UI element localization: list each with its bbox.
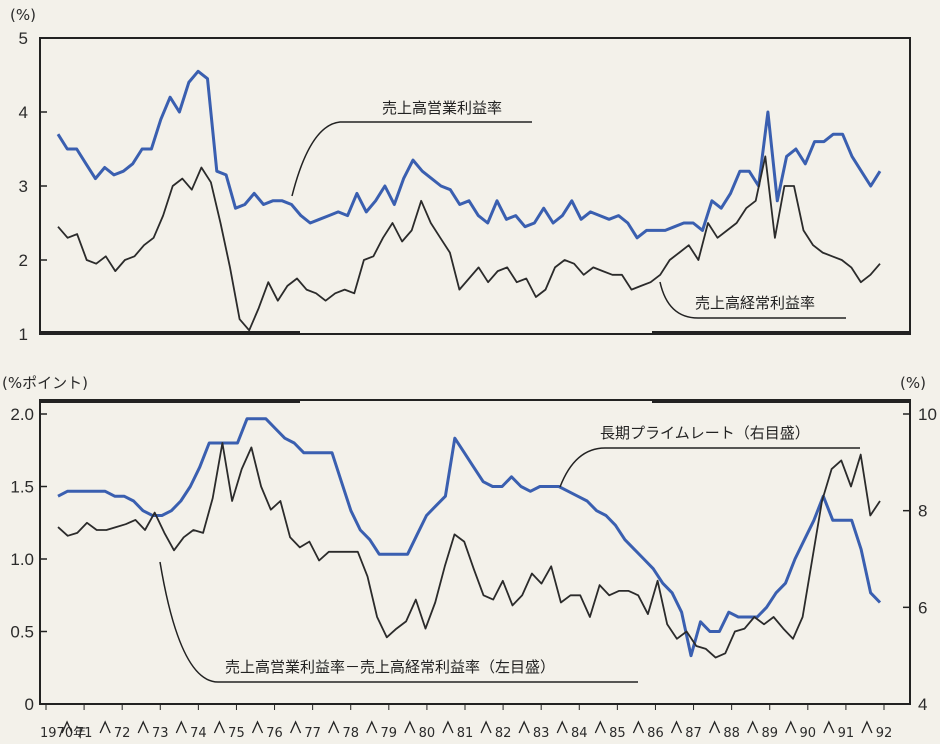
x-tick-label: 79 bbox=[381, 726, 398, 741]
top-y-tick-label: 5 bbox=[19, 29, 28, 48]
x-tick-caret bbox=[632, 720, 645, 734]
top-annotation-operating-label: 売上高営業利益率 bbox=[382, 99, 502, 117]
x-tick-label: 90 bbox=[800, 726, 817, 741]
bottom-plot-frame bbox=[39, 399, 911, 705]
x-tick-caret bbox=[556, 720, 568, 734]
x-tick-caret bbox=[404, 720, 416, 734]
bottom-y-axis-left: 0 0.5 1.0 1.5 2.0 bbox=[10, 401, 910, 714]
x-tick-label: 77 bbox=[304, 726, 321, 741]
top-y-tick-label: 2 bbox=[19, 251, 28, 270]
x-tick-caret bbox=[175, 720, 187, 734]
x-tick-label: 81 bbox=[457, 726, 474, 741]
x-tick-label: 78 bbox=[342, 726, 359, 741]
x-tick-caret bbox=[99, 720, 111, 734]
x-tick-caret bbox=[518, 720, 530, 734]
x-tick-caret bbox=[785, 720, 797, 734]
x-tick-caret bbox=[747, 720, 759, 734]
top-y-tick-label: 1 bbox=[19, 325, 28, 344]
top-annotation-ordinary-leader bbox=[659, 281, 846, 319]
bottom-y-tick-label-right: 6 bbox=[918, 598, 927, 617]
x-tick-label: 86 bbox=[647, 726, 664, 741]
x-tick-label: 71 bbox=[76, 726, 93, 741]
x-tick-caret bbox=[670, 720, 683, 734]
bottom-annotation-rate-label: 長期プライムレート（右目盛） bbox=[600, 424, 810, 442]
x-tick-caret bbox=[137, 720, 149, 734]
bottom-y-tick-label-left: 1.5 bbox=[10, 478, 34, 497]
x-tick-caret bbox=[480, 720, 492, 734]
operating-margin-line bbox=[56, 69, 882, 240]
bottom-y-tick-label-left: 0 bbox=[25, 695, 34, 714]
bottom-y-tick-label-right: 10 bbox=[918, 405, 937, 424]
bottom-annotation-rate: 長期プライムレート（右目盛） bbox=[559, 424, 860, 488]
bottom-annotation-diff: 売上高営業利益率－売上高経常利益率（左目盛） bbox=[159, 561, 638, 683]
x-tick-label: 85 bbox=[609, 726, 626, 741]
x-tick-label: 80 bbox=[419, 726, 436, 741]
x-tick-label: 83 bbox=[533, 726, 550, 741]
x-tick-label: 74 bbox=[190, 726, 207, 741]
x-tick-label: 76 bbox=[266, 726, 283, 741]
bottom-y-tick-label-left: 2.0 bbox=[10, 405, 34, 424]
x-tick-caret bbox=[823, 720, 835, 734]
bottom-unit-label-right: (%) bbox=[900, 374, 926, 392]
ordinary-margin-line bbox=[57, 155, 881, 332]
bottom-annotation-diff-label: 売上高営業利益率－売上高経常利益率（左目盛） bbox=[225, 658, 555, 676]
top-y-axis: 1 2 3 4 5 bbox=[19, 29, 910, 344]
top-annotation-ordinary: 売上高経常利益率 bbox=[659, 281, 846, 319]
x-tick-caret bbox=[213, 720, 226, 734]
bottom-annotation-rate-leader bbox=[559, 447, 860, 488]
x-tick-label: 84 bbox=[571, 726, 588, 741]
bottom-y-tick-label-left: 0.5 bbox=[10, 623, 34, 642]
x-tick-label: 92 bbox=[876, 726, 893, 741]
top-y-tick-label: 4 bbox=[19, 103, 28, 122]
top-y-tick-label: 3 bbox=[19, 177, 28, 196]
top-annotation-operating: 売上高営業利益率 bbox=[291, 99, 532, 197]
x-tick-caret bbox=[328, 720, 340, 734]
margin-difference-line bbox=[57, 442, 881, 659]
x-tick-caret bbox=[61, 720, 73, 734]
bottom-series-group bbox=[57, 417, 882, 659]
x-tick-caret bbox=[251, 720, 264, 734]
x-tick-label: 88 bbox=[723, 726, 740, 741]
top-annotation-ordinary-label: 売上高経常利益率 bbox=[695, 294, 815, 312]
top-annotation-operating-leader bbox=[291, 121, 532, 197]
bottom-y-tick-label-right: 8 bbox=[918, 502, 927, 521]
x-tick-label: 75 bbox=[228, 726, 245, 741]
x-tick-caret bbox=[861, 720, 873, 734]
bottom-y-tick-label-left: 1.0 bbox=[10, 550, 34, 569]
x-tick-caret bbox=[366, 720, 378, 734]
x-tick-label: 82 bbox=[495, 726, 512, 741]
top-panel: (%) 1 2 3 4 5 売上高営業利益率 売上高経常利益率 bbox=[10, 6, 911, 344]
bottom-unit-label-left: (%ポイント) bbox=[2, 374, 88, 392]
top-series-group bbox=[56, 69, 882, 332]
x-tick-caret bbox=[289, 720, 302, 734]
x-tick-label: 1970年 bbox=[40, 726, 86, 741]
x-tick-caret bbox=[708, 720, 721, 734]
bottom-panel: (%ポイント) (%) 0 0.5 1.0 1.5 2.0 4 6 8 10 長期プライムレー… bbox=[2, 374, 937, 714]
long-term-prime-rate-line bbox=[57, 417, 882, 658]
x-tick-label: 72 bbox=[114, 726, 131, 741]
x-tick-label: 91 bbox=[838, 726, 855, 741]
bottom-y-axis-right: 4 6 8 10 bbox=[903, 405, 937, 714]
x-tick-caret bbox=[442, 720, 454, 734]
x-tick-caret bbox=[594, 720, 606, 734]
bottom-y-tick-label-right: 4 bbox=[918, 695, 927, 714]
bottom-annotation-diff-leader bbox=[159, 561, 638, 683]
x-tick-label: 89 bbox=[761, 726, 778, 741]
x-tick-label: 87 bbox=[685, 726, 702, 741]
x-tick-label: 73 bbox=[152, 726, 169, 741]
top-unit-label: (%) bbox=[10, 6, 36, 24]
